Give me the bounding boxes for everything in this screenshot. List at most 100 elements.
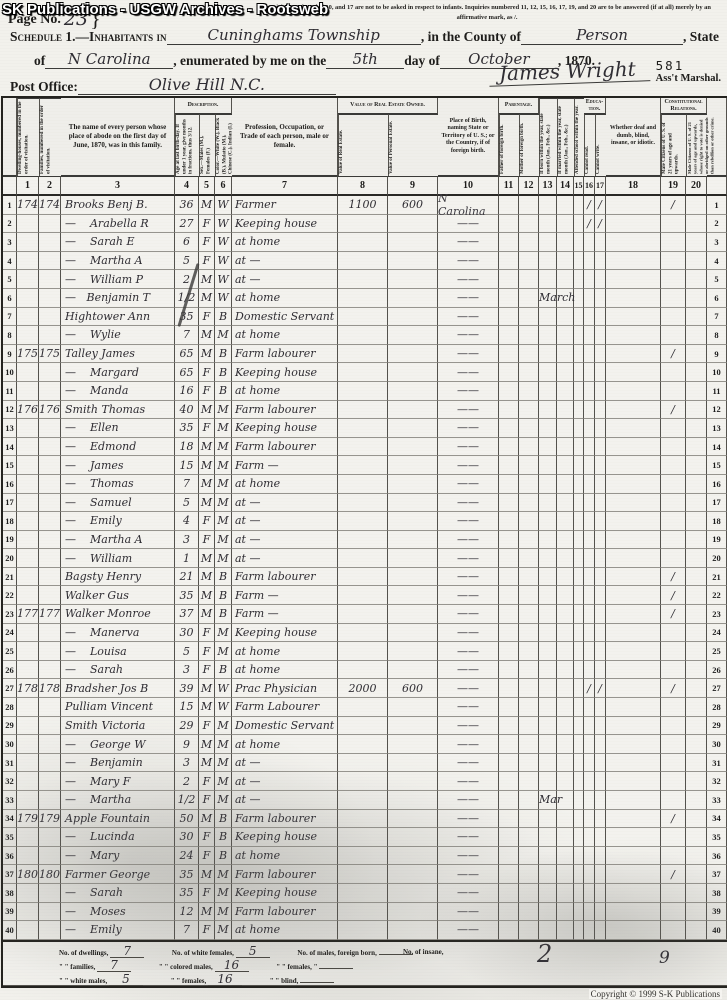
occ-cell: at — bbox=[232, 512, 338, 531]
marshal-title-block: 581 Ass't Marshal. bbox=[656, 58, 721, 84]
re-cell bbox=[338, 493, 388, 513]
c13-cell bbox=[539, 437, 557, 457]
fm-cell: 179 bbox=[39, 809, 61, 829]
clr-cell: B bbox=[215, 605, 232, 624]
c18-cell bbox=[606, 344, 661, 364]
age-cell: 12 bbox=[175, 902, 199, 922]
c18-cell bbox=[606, 679, 661, 699]
clr-cell: M bbox=[215, 549, 232, 568]
c16-cell: / bbox=[584, 214, 595, 234]
c19-cell bbox=[661, 660, 686, 680]
c18-cell bbox=[606, 512, 661, 531]
c14-cell bbox=[557, 326, 574, 345]
age-cell: 18 bbox=[175, 437, 199, 457]
c19-cell bbox=[661, 753, 686, 773]
c18-cell bbox=[606, 902, 661, 922]
totals-line-1: No. of dwellings, 7 No. of white females… bbox=[59, 945, 413, 958]
c16-cell bbox=[584, 251, 595, 271]
clr-cell: M bbox=[215, 493, 232, 513]
row-number-right: 17 bbox=[707, 493, 727, 513]
c19-cell bbox=[661, 270, 686, 289]
c15-cell bbox=[574, 493, 584, 513]
pe-cell bbox=[388, 419, 438, 438]
clr-cell: M bbox=[215, 419, 232, 438]
clr-cell: W bbox=[215, 214, 232, 234]
c11-cell bbox=[499, 307, 519, 327]
colnum-5: 5 bbox=[199, 176, 215, 196]
re-cell bbox=[338, 605, 388, 624]
pb-cell: —— bbox=[438, 288, 499, 308]
c15-cell bbox=[574, 456, 584, 475]
dw-cell bbox=[17, 716, 39, 736]
fm-cell bbox=[39, 474, 61, 494]
row-number-right: 39 bbox=[707, 902, 727, 922]
age-cell: 35 bbox=[175, 586, 199, 606]
pe-cell bbox=[388, 530, 438, 550]
group-education: Educa-tion. bbox=[584, 98, 606, 114]
c16-cell bbox=[584, 270, 595, 289]
c13-cell bbox=[539, 586, 557, 606]
row-number-right: 15 bbox=[707, 456, 727, 475]
c15-cell bbox=[574, 623, 584, 643]
age-cell: 1 bbox=[175, 549, 199, 568]
re-cell bbox=[338, 865, 388, 884]
dw-cell bbox=[17, 623, 39, 643]
c20-cell bbox=[686, 456, 707, 475]
name-cell: — Mary F bbox=[61, 772, 175, 791]
row-number-right: 8 bbox=[707, 326, 727, 345]
dw-cell: 176 bbox=[17, 400, 39, 420]
name-cell: Pulliam Vincent bbox=[61, 698, 175, 717]
totals-white-males-value: 5 bbox=[108, 973, 143, 986]
pb-cell: —— bbox=[438, 381, 499, 401]
c11-cell bbox=[499, 549, 519, 568]
row-number-left: 4 bbox=[3, 251, 17, 271]
fm-cell bbox=[39, 307, 61, 327]
occ-cell: Farm labourer bbox=[232, 567, 338, 587]
pe-cell: 600 bbox=[388, 679, 438, 699]
fm-cell bbox=[39, 214, 61, 234]
c18-cell bbox=[606, 363, 661, 382]
c20-cell bbox=[686, 586, 707, 606]
dw-cell bbox=[17, 307, 39, 327]
c13-cell bbox=[539, 307, 557, 327]
dayof-label: day of bbox=[404, 53, 440, 68]
fm-cell bbox=[39, 326, 61, 345]
re-cell bbox=[338, 400, 388, 420]
fm-cell bbox=[39, 772, 61, 791]
colnum-17: 17 bbox=[595, 176, 606, 196]
pe-cell bbox=[388, 828, 438, 847]
c18-cell bbox=[606, 549, 661, 568]
dw-cell bbox=[17, 493, 39, 513]
age-cell: 37 bbox=[175, 605, 199, 624]
c11-cell bbox=[499, 493, 519, 513]
row-number-right: 24 bbox=[707, 623, 727, 643]
c16-cell bbox=[584, 437, 595, 457]
pb-cell: —— bbox=[438, 474, 499, 494]
c18-cell bbox=[606, 251, 661, 271]
totals-colored-females-value: 16 bbox=[208, 973, 243, 986]
c20-cell bbox=[686, 326, 707, 345]
occ-cell: Keeping house bbox=[232, 883, 338, 903]
c12-cell bbox=[519, 716, 539, 736]
c16-cell: / bbox=[584, 679, 595, 699]
re-cell bbox=[338, 902, 388, 922]
occ-cell: at — bbox=[232, 530, 338, 550]
totals-females-foreign-value bbox=[319, 967, 354, 969]
c15-cell bbox=[574, 698, 584, 717]
dw-cell bbox=[17, 456, 39, 475]
re-cell bbox=[338, 623, 388, 643]
dw-cell bbox=[17, 530, 39, 550]
row-number-right: 37 bbox=[707, 865, 727, 884]
row-number-left: 9 bbox=[3, 344, 17, 364]
age-cell: 16 bbox=[175, 381, 199, 401]
c14-cell bbox=[557, 270, 574, 289]
colnum-11: 11 bbox=[499, 176, 519, 196]
c19-cell bbox=[661, 623, 686, 643]
row-number-right: 7 bbox=[707, 307, 727, 327]
totals-handwritten-2: 2 bbox=[537, 939, 553, 968]
enum-label: , enumerated by me on the bbox=[173, 53, 327, 68]
schedule-line-1: Schedule 1.—Inhabitants in Cuninghams To… bbox=[10, 28, 719, 45]
clr-cell: W bbox=[215, 196, 232, 215]
clr-cell: B bbox=[215, 586, 232, 606]
dw-cell bbox=[17, 846, 39, 866]
